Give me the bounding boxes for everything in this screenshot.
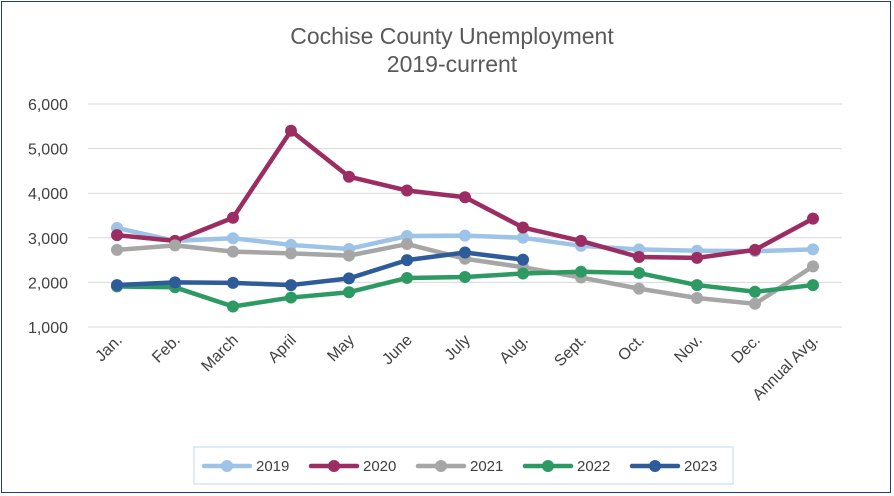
x-tick-label: Jan. [92,332,125,365]
y-tick-label: 6,000 [28,97,68,114]
data-point [749,243,761,256]
x-tick-label: April [265,332,300,367]
data-point [517,231,529,244]
data-point [343,170,355,183]
data-point [807,212,819,225]
legend-label: 2019 [256,458,289,475]
data-point [285,291,297,304]
data-point [285,124,297,137]
legend-label: 2023 [684,458,717,475]
data-point [517,267,529,280]
data-point [111,279,123,292]
data-point [285,238,297,251]
legend-swatch-marker [435,460,447,472]
legend: 2019 2020 2021 2022 2023 [201,458,717,475]
legend-item: 2019 [201,458,289,475]
data-point [401,271,413,284]
legend-label: 2021 [470,458,503,475]
x-tick-label: Aug. [497,332,532,367]
data-point [749,285,761,298]
legend-item: 2021 [415,458,503,475]
data-point [169,276,181,289]
x-tick-label: Nov. [671,332,705,366]
y-tick-label: 3,000 [28,231,68,248]
data-point [111,229,123,242]
x-tick-label: June [379,332,416,369]
data-point [633,250,645,263]
data-point [285,247,297,260]
data-point [633,267,645,280]
data-point [459,191,471,204]
legend-item: 2023 [629,458,717,475]
data-point [401,238,413,251]
data-point [227,300,239,313]
data-point [227,211,239,224]
data-point [401,184,413,197]
legend-label: 2022 [577,458,610,475]
data-point [517,221,529,234]
gridlines [88,103,842,328]
data-point [227,276,239,289]
data-point [575,265,587,278]
legend-item: 2022 [522,458,610,475]
data-point [633,282,645,295]
data-point [517,253,529,266]
data-point [749,297,761,310]
x-tick-label: May [324,332,357,365]
data-point [807,243,819,256]
x-axis-ticks: Jan. Feb. March April May June July Aug. Sept. Oc… [92,332,821,404]
legend-swatch-marker [221,460,233,472]
data-point [691,292,703,305]
y-axis-ticks: 1,000 2,000 3,000 4,000 5,000 6,000 [28,97,68,337]
data-point [459,246,471,259]
data-point [227,232,239,245]
data-point [111,243,123,256]
data-point [227,245,239,258]
data-point [343,272,355,285]
y-tick-label: 2,000 [28,275,68,292]
data-point [459,271,471,284]
legend-label: 2020 [363,458,396,475]
series-2020 [111,124,819,264]
x-tick-label: Oct. [615,332,648,365]
data-point [343,249,355,262]
data-point [343,286,355,299]
x-tick-label: July [442,332,474,364]
y-tick-label: 5,000 [28,142,68,159]
chart-subtitle: 2019-current [387,51,518,77]
y-tick-label: 1,000 [28,320,68,337]
data-point [575,234,587,247]
data-point [285,279,297,292]
y-tick-label: 4,000 [28,186,68,203]
legend-item: 2020 [308,458,396,475]
legend-swatch-marker [649,460,661,472]
data-point [691,251,703,264]
data-point [807,279,819,292]
x-tick-label: Feb. [149,332,184,367]
data-point [169,239,181,252]
chart-title: Cochise County Unemployment [290,23,614,49]
series-line [114,250,526,288]
data-point [401,254,413,267]
data-point [691,279,703,292]
legend-swatch-marker [542,460,554,472]
data-point [459,229,471,242]
series-2022 [111,265,819,313]
x-tick-label: Sept. [551,332,589,370]
x-tick-label: March [198,332,241,375]
series-lines [111,124,819,313]
legend-swatch-marker [328,460,340,472]
data-point [807,260,819,273]
series-2023 [111,246,529,292]
x-tick-label: Dec. [729,332,764,367]
